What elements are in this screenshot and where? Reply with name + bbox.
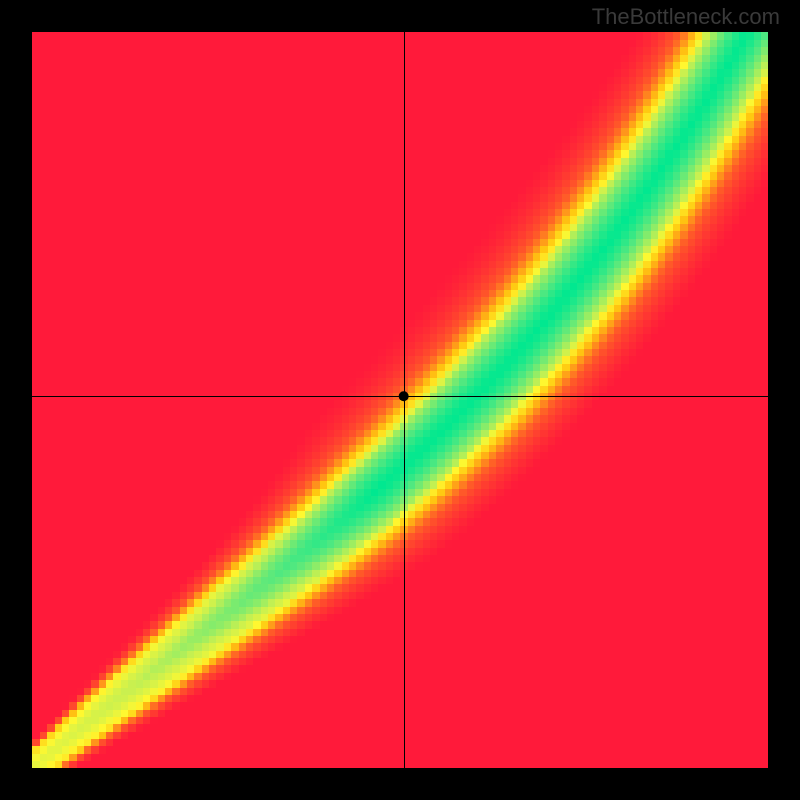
bottleneck-heatmap xyxy=(32,32,768,768)
watermark-text: TheBottleneck.com xyxy=(592,4,780,30)
